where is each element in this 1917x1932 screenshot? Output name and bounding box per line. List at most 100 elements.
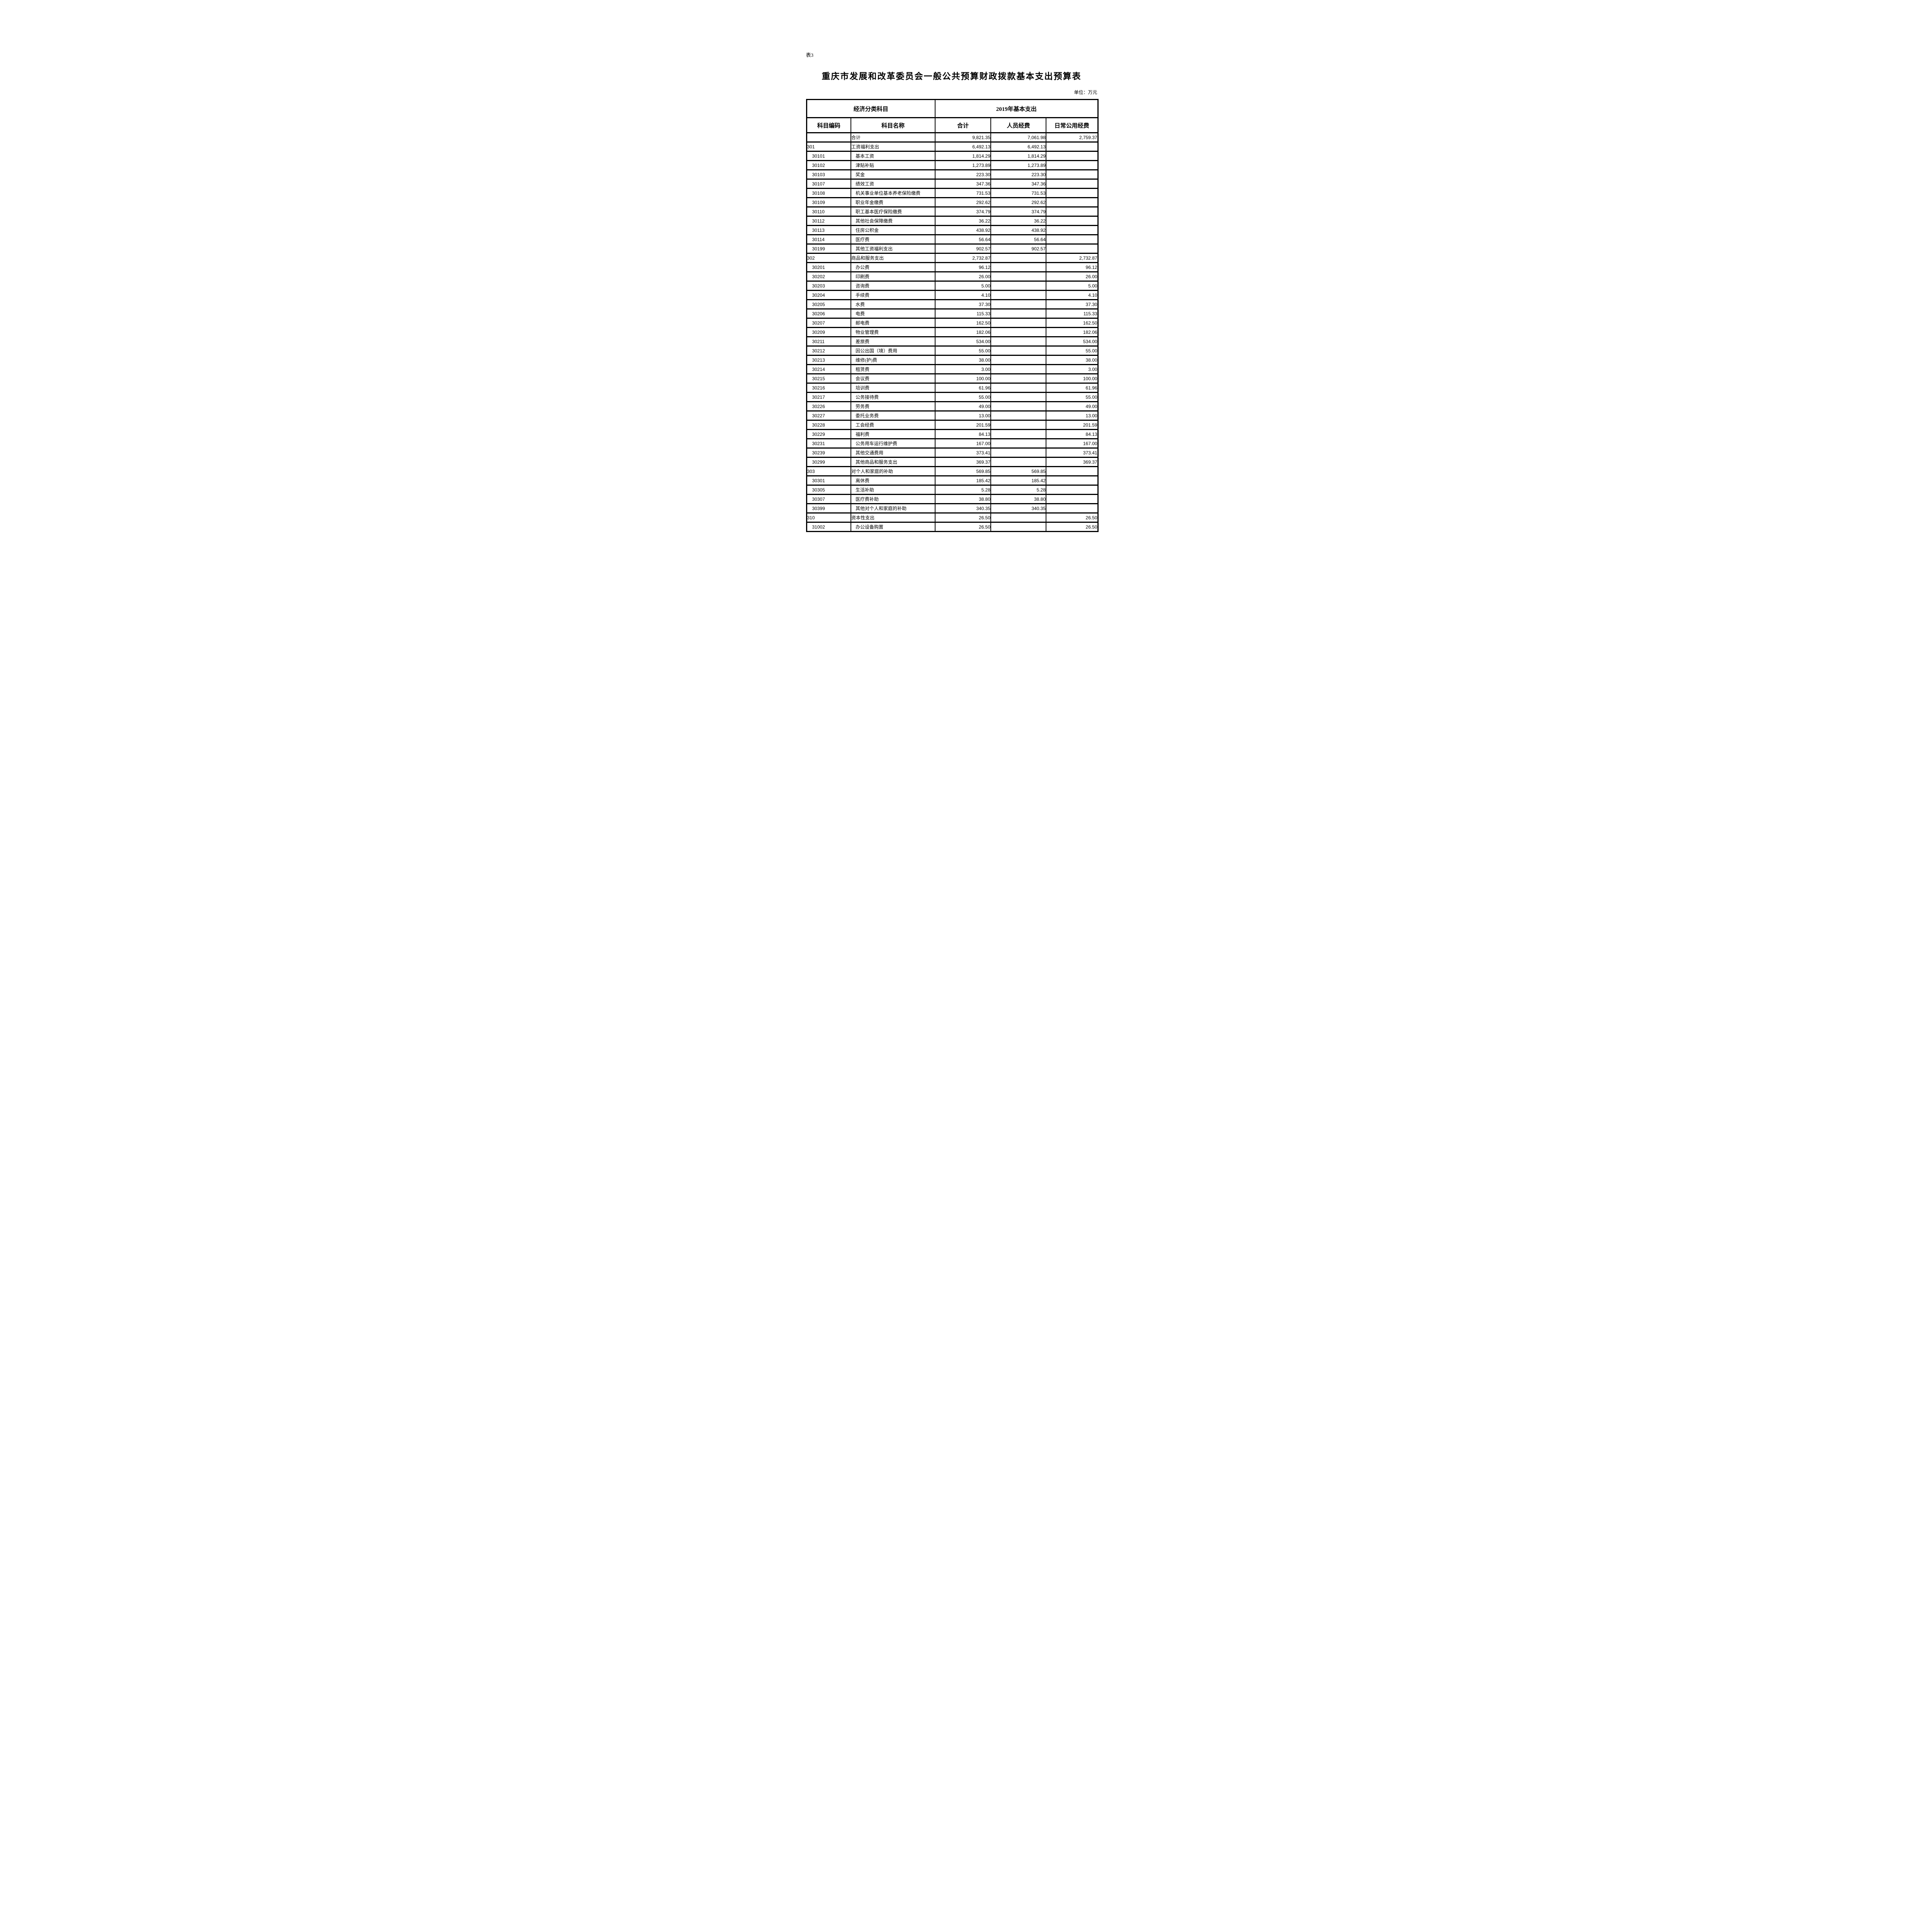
header-group-row: 经济分类科目 2019年基本支出 [806, 99, 1099, 118]
unit-note: 单位：万元 [1074, 90, 1097, 95]
code-cell: 30110 [806, 206, 851, 217]
daily-cell: 26.50 [1046, 522, 1099, 532]
code-cell: 30209 [806, 327, 851, 337]
daily-cell: 13.00 [1046, 410, 1099, 421]
name-cell: 其他对个人和家庭的补助 [850, 503, 936, 514]
total-cell: 185.42 [935, 475, 992, 486]
code-cell: 30217 [806, 392, 851, 402]
daily-cell [1046, 243, 1099, 254]
table-row: 30103 奖金 223.30 223.30 [806, 169, 1099, 180]
code-cell: 30101 [806, 151, 851, 161]
daily-cell: 201.59 [1046, 420, 1099, 430]
name-cell: 福利费 [850, 429, 936, 439]
total-cell: 96.12 [935, 262, 992, 272]
total-cell: 38.00 [935, 355, 992, 365]
daily-cell: 5.00 [1046, 281, 1099, 291]
total-cell: 26.00 [935, 271, 992, 282]
name-cell: 合计 [850, 132, 936, 143]
code-cell: 30214 [806, 364, 851, 374]
code-cell: 30301 [806, 475, 851, 486]
personnel-cell [990, 447, 1047, 458]
code-cell: 30216 [806, 383, 851, 393]
total-cell: 5.00 [935, 281, 992, 291]
personnel-cell [990, 327, 1047, 337]
personnel-cell: 292.62 [990, 197, 1047, 207]
table-row: 30201 办公费 96.12 96.12 [806, 262, 1099, 272]
name-cell: 其他商品和服务支出 [850, 457, 936, 467]
personnel-cell: 569.85 [990, 466, 1047, 476]
code-cell: 30207 [806, 318, 851, 328]
daily-cell: 38.00 [1046, 355, 1099, 365]
table-row: 30108 机关事业单位基本养老保险缴费 731.53 731.53 [806, 188, 1099, 198]
personnel-cell [990, 392, 1047, 402]
name-cell: 委托业务费 [850, 410, 936, 421]
code-cell: 30112 [806, 216, 851, 226]
daily-cell [1046, 206, 1099, 217]
header-year-group: 2019年基本支出 [935, 99, 1099, 118]
total-cell: 26.50 [935, 522, 992, 532]
daily-cell [1046, 188, 1099, 198]
name-cell: 印刷费 [850, 271, 936, 282]
total-cell: 162.50 [935, 318, 992, 328]
name-cell: 工资福利支出 [850, 141, 936, 152]
name-cell: 邮电费 [850, 318, 936, 328]
table-row: 303 对个人和家庭的补助 569.85 569.85 [806, 466, 1099, 476]
name-cell: 其他工资福利支出 [850, 243, 936, 254]
name-cell: 商品和服务支出 [850, 253, 936, 263]
code-cell: 30103 [806, 169, 851, 180]
total-cell: 84.13 [935, 429, 992, 439]
page-title: 重庆市发展和改革委员会一般公共预算财政拨款基本支出预算表 [822, 71, 1082, 81]
daily-cell [1046, 225, 1099, 235]
code-cell: 30215 [806, 373, 851, 384]
total-cell: 369.37 [935, 457, 992, 467]
table-row: 30206 电费 115.33 115.33 [806, 308, 1099, 319]
name-cell: 公务接待费 [850, 392, 936, 402]
name-cell: 绩效工资 [850, 179, 936, 189]
daily-cell: 26.00 [1046, 271, 1099, 282]
code-cell: 30227 [806, 410, 851, 421]
total-cell: 56.64 [935, 234, 992, 245]
daily-cell: 2,759.37 [1046, 132, 1099, 143]
name-cell: 因公出国（境）费用 [850, 345, 936, 356]
name-cell: 工会经费 [850, 420, 936, 430]
personnel-cell: 6,492.13 [990, 141, 1047, 152]
table-row: 30202 印刷费 26.00 26.00 [806, 271, 1099, 282]
total-cell: 373.41 [935, 447, 992, 458]
personnel-cell: 36.22 [990, 216, 1047, 226]
personnel-cell [990, 420, 1047, 430]
name-cell: 差旅费 [850, 336, 936, 347]
name-cell: 租赁费 [850, 364, 936, 374]
personnel-cell [990, 262, 1047, 272]
daily-cell: 373.41 [1046, 447, 1099, 458]
daily-cell [1046, 197, 1099, 207]
total-cell: 5.28 [935, 485, 992, 495]
table-row: 30228 工会经费 201.59 201.59 [806, 420, 1099, 430]
personnel-cell [990, 355, 1047, 365]
personnel-cell [990, 438, 1047, 449]
daily-cell [1046, 216, 1099, 226]
personnel-cell [990, 429, 1047, 439]
total-cell: 61.96 [935, 383, 992, 393]
table-row: 30215 会议费 100.00 100.00 [806, 373, 1099, 384]
code-cell: 30228 [806, 420, 851, 430]
code-cell: 30204 [806, 290, 851, 300]
code-cell: 30203 [806, 281, 851, 291]
daily-cell [1046, 141, 1099, 152]
table-row: 30227 委托业务费 13.00 13.00 [806, 410, 1099, 421]
daily-cell [1046, 485, 1099, 495]
personnel-cell [990, 522, 1047, 532]
total-cell: 340.35 [935, 503, 992, 514]
table-body: 合计 9,821.35 7,061.98 2,759.37 301 工资福利支出 6,492… [806, 132, 1099, 532]
code-cell: 302 [806, 253, 851, 263]
header-col-daily: 日常公用经费 [1046, 117, 1099, 133]
total-cell: 1,273.89 [935, 160, 992, 170]
table-row: 30213 维修(护)费 38.00 38.00 [806, 355, 1099, 365]
total-cell: 115.33 [935, 308, 992, 319]
code-cell: 30206 [806, 308, 851, 319]
personnel-cell: 7,061.98 [990, 132, 1047, 143]
daily-cell: 167.00 [1046, 438, 1099, 449]
name-cell: 机关事业单位基本养老保险缴费 [850, 188, 936, 198]
daily-cell [1046, 494, 1099, 504]
personnel-cell [990, 299, 1047, 310]
daily-cell [1046, 169, 1099, 180]
